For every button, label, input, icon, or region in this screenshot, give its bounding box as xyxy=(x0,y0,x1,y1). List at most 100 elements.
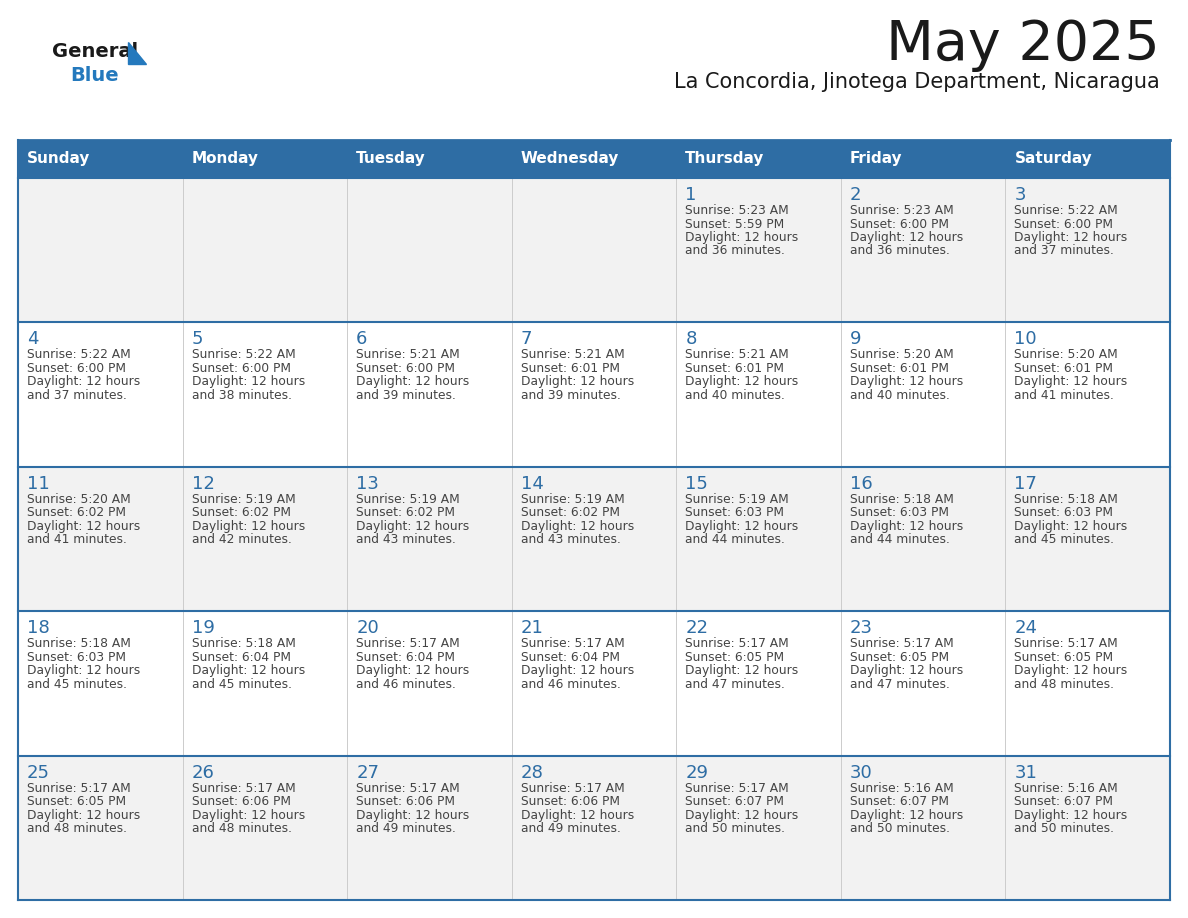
Text: Daylight: 12 hours: Daylight: 12 hours xyxy=(191,809,305,822)
Text: 12: 12 xyxy=(191,475,215,493)
Text: Sunset: 6:04 PM: Sunset: 6:04 PM xyxy=(356,651,455,664)
Text: 30: 30 xyxy=(849,764,873,781)
Text: 3: 3 xyxy=(1015,186,1026,204)
Text: and 50 minutes.: and 50 minutes. xyxy=(1015,823,1114,835)
Text: Sunset: 6:03 PM: Sunset: 6:03 PM xyxy=(685,507,784,520)
Bar xyxy=(18,756,1170,900)
Text: La Concordia, Jinotega Department, Nicaragua: La Concordia, Jinotega Department, Nicar… xyxy=(675,72,1159,92)
Text: Sunset: 6:04 PM: Sunset: 6:04 PM xyxy=(520,651,620,664)
Text: Sunrise: 5:16 AM: Sunrise: 5:16 AM xyxy=(1015,781,1118,795)
Text: and 43 minutes.: and 43 minutes. xyxy=(356,533,456,546)
Text: 28: 28 xyxy=(520,764,544,781)
Text: and 47 minutes.: and 47 minutes. xyxy=(849,677,949,690)
Text: Sunset: 5:59 PM: Sunset: 5:59 PM xyxy=(685,218,784,230)
Text: Sunset: 6:01 PM: Sunset: 6:01 PM xyxy=(685,362,784,375)
Text: Sunset: 6:04 PM: Sunset: 6:04 PM xyxy=(191,651,291,664)
Text: Sunset: 6:00 PM: Sunset: 6:00 PM xyxy=(1015,218,1113,230)
Text: 27: 27 xyxy=(356,764,379,781)
Text: Sunrise: 5:22 AM: Sunrise: 5:22 AM xyxy=(191,349,296,362)
Text: 4: 4 xyxy=(27,330,38,349)
Text: 14: 14 xyxy=(520,475,544,493)
Bar xyxy=(18,178,1170,322)
Text: and 44 minutes.: and 44 minutes. xyxy=(849,533,949,546)
Text: Sunrise: 5:21 AM: Sunrise: 5:21 AM xyxy=(356,349,460,362)
Text: Daylight: 12 hours: Daylight: 12 hours xyxy=(191,520,305,532)
Text: Sunrise: 5:19 AM: Sunrise: 5:19 AM xyxy=(685,493,789,506)
Text: Sunset: 6:06 PM: Sunset: 6:06 PM xyxy=(356,795,455,808)
Text: Sunset: 6:03 PM: Sunset: 6:03 PM xyxy=(1015,507,1113,520)
Text: Sunrise: 5:23 AM: Sunrise: 5:23 AM xyxy=(849,204,954,217)
Text: Sunrise: 5:17 AM: Sunrise: 5:17 AM xyxy=(27,781,131,795)
Text: Daylight: 12 hours: Daylight: 12 hours xyxy=(1015,231,1127,244)
Text: Sunset: 6:00 PM: Sunset: 6:00 PM xyxy=(849,218,949,230)
Text: Daylight: 12 hours: Daylight: 12 hours xyxy=(685,520,798,532)
Text: 25: 25 xyxy=(27,764,50,781)
Text: 18: 18 xyxy=(27,620,50,637)
Text: 11: 11 xyxy=(27,475,50,493)
Text: 8: 8 xyxy=(685,330,696,349)
Text: Sunrise: 5:17 AM: Sunrise: 5:17 AM xyxy=(356,637,460,650)
Text: Sunrise: 5:21 AM: Sunrise: 5:21 AM xyxy=(685,349,789,362)
Text: 16: 16 xyxy=(849,475,873,493)
Text: and 49 minutes.: and 49 minutes. xyxy=(520,823,620,835)
Text: Sunset: 6:00 PM: Sunset: 6:00 PM xyxy=(356,362,455,375)
Text: Tuesday: Tuesday xyxy=(356,151,425,166)
Text: and 48 minutes.: and 48 minutes. xyxy=(191,823,291,835)
Text: Sunset: 6:07 PM: Sunset: 6:07 PM xyxy=(849,795,949,808)
Text: Daylight: 12 hours: Daylight: 12 hours xyxy=(1015,665,1127,677)
Text: Daylight: 12 hours: Daylight: 12 hours xyxy=(685,375,798,388)
Text: and 40 minutes.: and 40 minutes. xyxy=(685,389,785,402)
Text: Sunset: 6:06 PM: Sunset: 6:06 PM xyxy=(191,795,291,808)
Text: Daylight: 12 hours: Daylight: 12 hours xyxy=(1015,809,1127,822)
Text: Daylight: 12 hours: Daylight: 12 hours xyxy=(1015,520,1127,532)
Text: Daylight: 12 hours: Daylight: 12 hours xyxy=(356,809,469,822)
Text: and 42 minutes.: and 42 minutes. xyxy=(191,533,291,546)
Bar xyxy=(18,466,1170,611)
Text: Sunrise: 5:17 AM: Sunrise: 5:17 AM xyxy=(520,637,625,650)
Text: 5: 5 xyxy=(191,330,203,349)
Text: Daylight: 12 hours: Daylight: 12 hours xyxy=(849,809,963,822)
Text: 19: 19 xyxy=(191,620,215,637)
Text: Thursday: Thursday xyxy=(685,151,765,166)
Text: Sunrise: 5:20 AM: Sunrise: 5:20 AM xyxy=(1015,349,1118,362)
Text: Sunset: 6:05 PM: Sunset: 6:05 PM xyxy=(1015,651,1113,664)
Text: Sunset: 6:03 PM: Sunset: 6:03 PM xyxy=(849,507,949,520)
Text: 13: 13 xyxy=(356,475,379,493)
Text: Sunrise: 5:22 AM: Sunrise: 5:22 AM xyxy=(1015,204,1118,217)
Text: Daylight: 12 hours: Daylight: 12 hours xyxy=(191,665,305,677)
Text: Sunrise: 5:17 AM: Sunrise: 5:17 AM xyxy=(191,781,296,795)
Text: Sunrise: 5:19 AM: Sunrise: 5:19 AM xyxy=(356,493,460,506)
Text: and 48 minutes.: and 48 minutes. xyxy=(27,823,127,835)
Text: Sunrise: 5:21 AM: Sunrise: 5:21 AM xyxy=(520,349,625,362)
Text: and 41 minutes.: and 41 minutes. xyxy=(1015,389,1114,402)
Text: 22: 22 xyxy=(685,620,708,637)
Text: Sunrise: 5:22 AM: Sunrise: 5:22 AM xyxy=(27,349,131,362)
Text: Daylight: 12 hours: Daylight: 12 hours xyxy=(356,520,469,532)
Text: 26: 26 xyxy=(191,764,215,781)
Text: and 45 minutes.: and 45 minutes. xyxy=(27,677,127,690)
Text: Sunset: 6:05 PM: Sunset: 6:05 PM xyxy=(27,795,126,808)
Text: and 50 minutes.: and 50 minutes. xyxy=(849,823,950,835)
Text: Sunrise: 5:16 AM: Sunrise: 5:16 AM xyxy=(849,781,954,795)
Text: Daylight: 12 hours: Daylight: 12 hours xyxy=(27,665,140,677)
Text: Sunrise: 5:18 AM: Sunrise: 5:18 AM xyxy=(191,637,296,650)
Text: and 36 minutes.: and 36 minutes. xyxy=(685,244,785,258)
Text: and 38 minutes.: and 38 minutes. xyxy=(191,389,291,402)
Text: Daylight: 12 hours: Daylight: 12 hours xyxy=(520,520,634,532)
Text: 2: 2 xyxy=(849,186,861,204)
Text: Sunset: 6:07 PM: Sunset: 6:07 PM xyxy=(1015,795,1113,808)
Text: and 48 minutes.: and 48 minutes. xyxy=(1015,677,1114,690)
Text: Daylight: 12 hours: Daylight: 12 hours xyxy=(356,375,469,388)
Text: Daylight: 12 hours: Daylight: 12 hours xyxy=(849,375,963,388)
Text: Sunrise: 5:18 AM: Sunrise: 5:18 AM xyxy=(849,493,954,506)
Text: 24: 24 xyxy=(1015,620,1037,637)
Text: and 49 minutes.: and 49 minutes. xyxy=(356,823,456,835)
Text: and 36 minutes.: and 36 minutes. xyxy=(849,244,949,258)
Text: Daylight: 12 hours: Daylight: 12 hours xyxy=(849,665,963,677)
Text: Daylight: 12 hours: Daylight: 12 hours xyxy=(849,231,963,244)
Text: Sunset: 6:02 PM: Sunset: 6:02 PM xyxy=(520,507,620,520)
Text: Sunset: 6:01 PM: Sunset: 6:01 PM xyxy=(849,362,949,375)
Text: and 45 minutes.: and 45 minutes. xyxy=(1015,533,1114,546)
Text: Sunrise: 5:17 AM: Sunrise: 5:17 AM xyxy=(356,781,460,795)
Text: 29: 29 xyxy=(685,764,708,781)
